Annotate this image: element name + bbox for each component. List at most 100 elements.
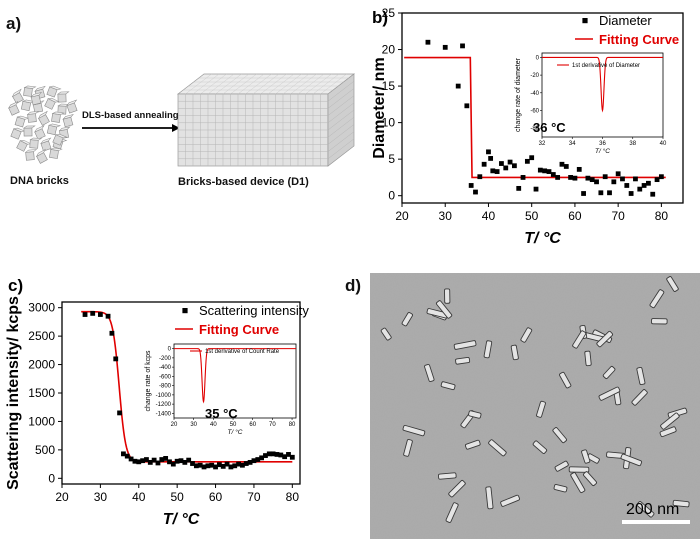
data-point — [464, 103, 470, 109]
tem-rod — [436, 300, 453, 319]
tem-rod — [380, 327, 392, 341]
data-point — [274, 452, 280, 457]
device-grid-line — [207, 73, 235, 95]
data-point — [598, 190, 604, 196]
device-grid-line — [237, 73, 265, 95]
device-grid-line — [267, 73, 295, 95]
tem-rod — [483, 340, 493, 359]
bricks-device-block — [176, 73, 356, 167]
x-tick-label: 50 — [525, 209, 539, 223]
data-point — [507, 159, 513, 165]
tem-rod — [444, 288, 451, 304]
device-grid-line — [222, 73, 250, 95]
data-point — [524, 158, 530, 164]
dna-brick — [29, 137, 43, 149]
inset-x-tick-label: 50 — [230, 422, 237, 428]
data-point — [121, 451, 126, 457]
tem-rod — [403, 439, 413, 457]
tem-rod — [536, 400, 546, 418]
data-point — [151, 457, 157, 463]
data-point — [624, 183, 630, 188]
inset-derivative-curve — [542, 56, 663, 113]
data-point — [286, 452, 291, 457]
data-point — [455, 83, 461, 89]
dna-brick — [26, 110, 40, 123]
device-grid-line — [290, 73, 317, 95]
tem-rod — [559, 371, 572, 389]
inset-x-tick-label: 32 — [539, 141, 546, 147]
data-point — [559, 161, 565, 167]
data-point — [550, 172, 556, 177]
inset-y-tick-label: -1000 — [156, 393, 172, 399]
data-point — [124, 453, 130, 459]
tem-rod — [510, 344, 519, 361]
inset-y-tick-label: -400 — [159, 365, 172, 371]
data-point — [533, 186, 539, 192]
y-axis-label: Scattering intensity/ kcps — [5, 296, 22, 490]
device-grid-line — [320, 73, 347, 95]
data-point — [109, 330, 115, 336]
x-tick-label: 50 — [170, 490, 184, 504]
data-point — [163, 456, 169, 461]
data-point — [468, 183, 474, 188]
data-point — [516, 185, 522, 191]
dna-brick — [49, 147, 63, 159]
data-point — [650, 191, 656, 197]
chart-b: b) 20 30 40 50 60 70 80 0 5 10 15 20 25 T/ °C Diameter/… — [371, 6, 684, 247]
data-point — [594, 179, 599, 185]
data-point — [220, 463, 226, 469]
dna-brick — [34, 125, 46, 140]
data-point — [144, 457, 149, 462]
data-point — [628, 191, 634, 196]
dna-brick — [46, 123, 62, 136]
y-tick-label: 1000 — [28, 414, 55, 428]
panel-a-arrow-label: DLS-based annealing — [82, 110, 179, 121]
tem-rod — [572, 330, 587, 349]
data-point — [213, 464, 218, 470]
tem-rod — [440, 381, 456, 391]
data-point — [581, 191, 586, 196]
data-point — [563, 164, 569, 169]
data-point — [190, 461, 195, 466]
dna-brick — [62, 113, 74, 128]
tem-rod — [659, 426, 677, 438]
device-grid-line — [200, 73, 227, 95]
inset-y-tick-label: -200 — [159, 356, 172, 362]
x-tick-label: 70 — [247, 490, 261, 504]
dna-brick — [37, 110, 50, 126]
annealing-arrow — [82, 124, 180, 132]
device-grid-line — [297, 73, 325, 95]
data-point — [477, 174, 483, 180]
inset-x-tick-label: 20 — [171, 422, 178, 428]
y-tick-label: 2000 — [28, 358, 55, 372]
tem-rod-particles — [380, 276, 690, 523]
data-point — [201, 464, 207, 470]
tem-rod — [620, 453, 643, 467]
panel-a-left-label: DNA bricks — [10, 175, 69, 187]
data-point — [442, 44, 448, 50]
tem-rod — [554, 460, 569, 472]
y-tick-label: 15 — [382, 79, 396, 93]
data-point — [243, 461, 249, 466]
device-grid-line — [282, 73, 310, 95]
inset-y-tick-label: -80 — [530, 126, 539, 132]
data-point — [97, 312, 103, 317]
inset-y-tick-label: -60 — [530, 108, 539, 114]
tem-rod — [532, 440, 548, 454]
tem-rod — [445, 502, 459, 523]
device-grid-line — [327, 131, 355, 152]
tem-rod — [424, 364, 435, 382]
tem-rod — [448, 480, 466, 498]
data-point — [132, 458, 138, 464]
tem-rod — [636, 366, 646, 386]
tem-rod — [455, 357, 471, 365]
device-grid-line — [327, 88, 355, 109]
data-point — [240, 462, 245, 468]
inset-x-tick-label: 34 — [569, 141, 576, 147]
data-point — [481, 161, 487, 167]
tem-rod — [581, 449, 591, 464]
device-grid-line — [327, 81, 355, 102]
data-point — [637, 186, 643, 192]
data-point — [251, 458, 257, 464]
tem-rod — [583, 471, 597, 486]
